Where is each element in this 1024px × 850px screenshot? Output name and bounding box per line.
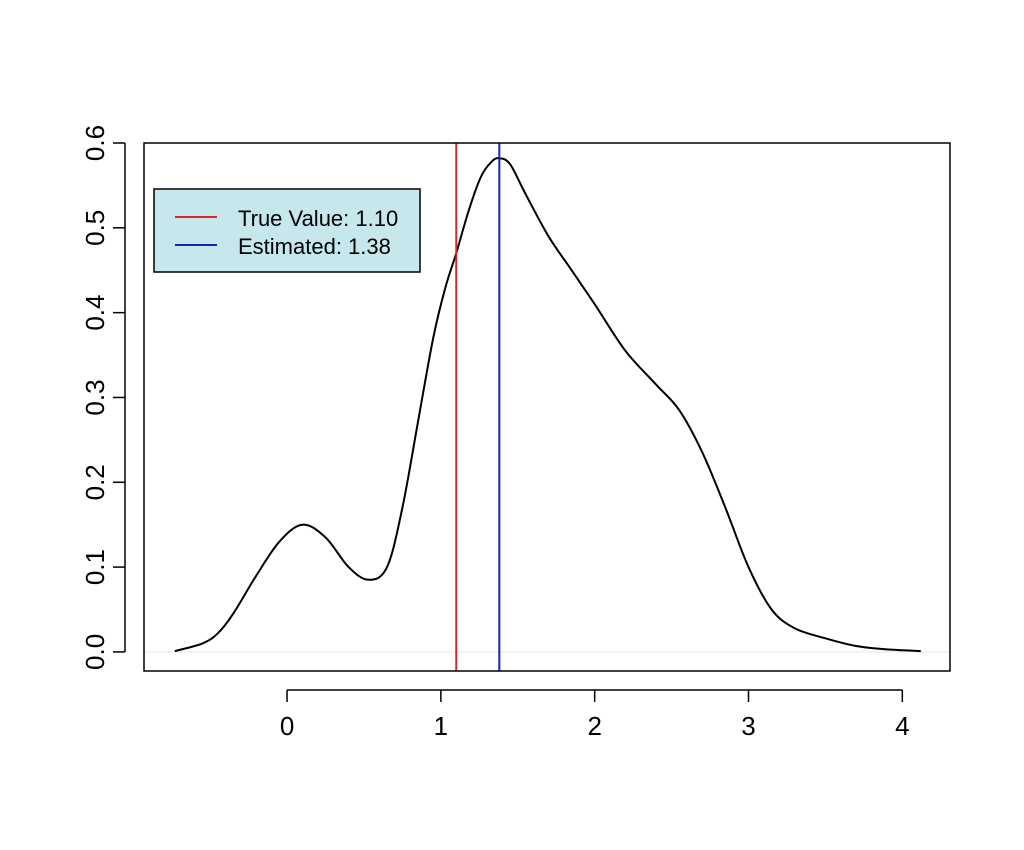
x-tick-label: 4 xyxy=(895,711,909,741)
x-tick-label: 3 xyxy=(741,711,755,741)
y-axis: 0.0 0.1 0.2 0.3 0.4 0.5 0.6 xyxy=(80,125,126,670)
x-tick-label: 1 xyxy=(434,711,448,741)
y-tick-label: 0.6 xyxy=(80,125,110,161)
density-curve xyxy=(174,157,921,653)
legend-label-true-value: True Value: 1.10 xyxy=(238,206,398,231)
plot-frame xyxy=(143,142,951,672)
x-tick-label: 0 xyxy=(280,711,294,741)
x-tick-label: 2 xyxy=(587,711,601,741)
x-axis: 0 1 2 3 4 xyxy=(280,689,910,741)
y-tick-label: 0.5 xyxy=(80,210,110,246)
legend-box xyxy=(153,188,421,273)
legend-label-estimated: Estimated: 1.38 xyxy=(238,234,391,259)
y-tick-label: 0.1 xyxy=(80,549,110,585)
legend: True Value: 1.10 Estimated: 1.38 xyxy=(153,188,421,273)
y-tick-label: 0.3 xyxy=(80,379,110,415)
y-tick-label: 0.4 xyxy=(80,295,110,331)
y-tick-label: 0.0 xyxy=(80,634,110,670)
y-tick-label: 0.2 xyxy=(80,464,110,500)
